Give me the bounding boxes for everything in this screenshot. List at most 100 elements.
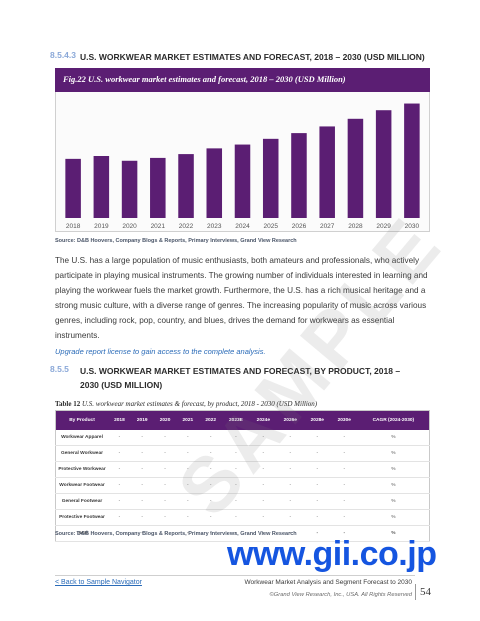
table-row: General Footwear - - - - - - - - - -% xyxy=(55,493,430,510)
table-cell: - xyxy=(276,430,304,446)
table-cell: - xyxy=(249,525,277,542)
bar-2025 xyxy=(262,138,279,218)
table-cell: - xyxy=(130,445,154,462)
table-cell: - xyxy=(222,509,250,526)
header-2020: 2020 xyxy=(153,410,177,430)
table-cell: - xyxy=(303,493,331,510)
bar-2019 xyxy=(93,156,110,218)
table-cell: - xyxy=(108,525,131,542)
table-cell: - xyxy=(153,525,177,542)
table-cell: - xyxy=(199,461,223,478)
table-cell: - xyxy=(303,509,331,526)
table-cell: - xyxy=(303,525,331,542)
x-tick-label: 2024 xyxy=(235,223,250,230)
table-cell: - xyxy=(130,430,154,446)
table-cell: - xyxy=(153,430,177,446)
bar-2018 xyxy=(65,158,81,218)
table-cell: % xyxy=(357,525,430,542)
table-cell: - xyxy=(330,509,358,526)
table-cell: - xyxy=(130,493,154,510)
page-number: 54 xyxy=(415,584,442,600)
footer-divider xyxy=(55,575,415,576)
header-2026e: 2026e xyxy=(276,410,304,430)
x-tick-label: 2019 xyxy=(94,223,109,230)
table-cell: - xyxy=(176,493,200,510)
header-2021: 2021 xyxy=(176,410,200,430)
table-cell: % xyxy=(357,477,430,494)
section-number: 8.5.4.3 xyxy=(50,50,76,60)
table-cell: - xyxy=(249,461,277,478)
table-cell: % xyxy=(357,430,430,446)
header-2024e: 2024e xyxy=(249,410,277,430)
table-caption: Table 12 U.S. workwear market estimates … xyxy=(55,400,317,408)
table-cell: - xyxy=(176,509,200,526)
table-cell: - xyxy=(276,477,304,494)
bar-2023 xyxy=(206,148,223,218)
table-cell: - xyxy=(130,525,154,542)
header-2019: 2019 xyxy=(130,410,154,430)
header-2023e: 2023E xyxy=(222,410,250,430)
x-tick-label: 2027 xyxy=(320,223,335,230)
table-cell: - xyxy=(249,445,277,462)
table-cell: - xyxy=(153,461,177,478)
bar-2027 xyxy=(319,126,335,218)
x-tick-label: 2020 xyxy=(122,223,137,230)
row-label: Protective Footwear xyxy=(55,509,108,526)
x-tick-label: 2021 xyxy=(151,223,166,230)
table-row: Total - - - - - - - - - -% xyxy=(55,525,430,542)
table-cell: - xyxy=(222,430,250,446)
row-label: General Footwear xyxy=(55,493,108,510)
bar-chart: 2018 2019 2020 2021 2022 2023 2024 2025 2026 2027… xyxy=(65,103,420,230)
table-cell: - xyxy=(276,509,304,526)
bar-2024 xyxy=(234,144,251,218)
table-body: Workwear Apparel - - - - - - - - - -% General Workw… xyxy=(55,430,430,542)
table-cell: - xyxy=(303,430,331,446)
x-tick-label: 2022 xyxy=(179,223,194,230)
header-2030e: 2030e xyxy=(330,410,358,430)
figure-caption-bar: Fig.22 U.S. workwear market estimates an… xyxy=(55,68,430,92)
table-cell: - xyxy=(199,445,223,462)
bar-2029 xyxy=(375,110,392,218)
section-number: 8.5.5 xyxy=(50,364,69,374)
section-heading-by-product: 8.5.5 U.S. WORKWEAR MARKET ESTIMATES AND… xyxy=(50,364,430,392)
row-label: General Workwear xyxy=(55,445,108,462)
table-cell: - xyxy=(276,525,304,542)
table-cell: - xyxy=(199,430,223,446)
x-tick-label: 2025 xyxy=(263,223,278,230)
table-cell: - xyxy=(222,493,250,510)
footer-copyright: ©Grand View Research, Inc., USA. All Rig… xyxy=(269,592,413,598)
table-cell: - xyxy=(176,430,200,446)
figure-caption: Fig.22 U.S. workwear market estimates an… xyxy=(63,74,346,84)
table-cell: - xyxy=(108,493,131,510)
table-cell: - xyxy=(108,445,131,462)
bar-2020 xyxy=(121,160,138,218)
table-cell: - xyxy=(276,445,304,462)
table-cell: - xyxy=(130,461,154,478)
table-cell: - xyxy=(330,477,358,494)
table-cell: - xyxy=(153,445,177,462)
table-cell: - xyxy=(330,525,358,542)
table-cell: - xyxy=(153,509,177,526)
table-cell: - xyxy=(176,461,200,478)
figure-source: Source: D&B Hoovers, Company Blogs & Rep… xyxy=(55,238,297,244)
table-cell: - xyxy=(222,445,250,462)
back-to-sample-navigator-link[interactable]: < Back to Sample Navigator xyxy=(55,579,142,586)
table-cell: - xyxy=(249,430,277,446)
row-label: Workwear Footwear xyxy=(55,477,108,494)
table-row: Workwear Apparel - - - - - - - - - -% xyxy=(55,430,430,446)
table-cell: - xyxy=(108,509,131,526)
table-cell: % xyxy=(357,493,430,510)
table-header-row: By Product 2018 2019 2020 2021 2022 2023E 2024e… xyxy=(55,410,430,430)
bar-2022 xyxy=(178,154,194,218)
upgrade-link[interactable]: Upgrade report license to gain access to… xyxy=(55,347,266,356)
x-tick-label: 2029 xyxy=(376,223,391,230)
row-label: Workwear Apparel xyxy=(55,430,108,446)
product-table: By Product 2018 2019 2020 2021 2022 2023E 2024e… xyxy=(55,410,430,542)
table-row: Protective Workwear - - - - - - - - - -% xyxy=(55,461,430,478)
table-cell: - xyxy=(276,461,304,478)
table-cell: - xyxy=(222,477,250,494)
table-cell: - xyxy=(303,461,331,478)
table-cell: - xyxy=(330,493,358,510)
table-cell: - xyxy=(330,461,358,478)
section-heading-market-estimates: 8.5.4.3 U.S. WORKWEAR MARKET ESTIMATES A… xyxy=(50,50,425,64)
